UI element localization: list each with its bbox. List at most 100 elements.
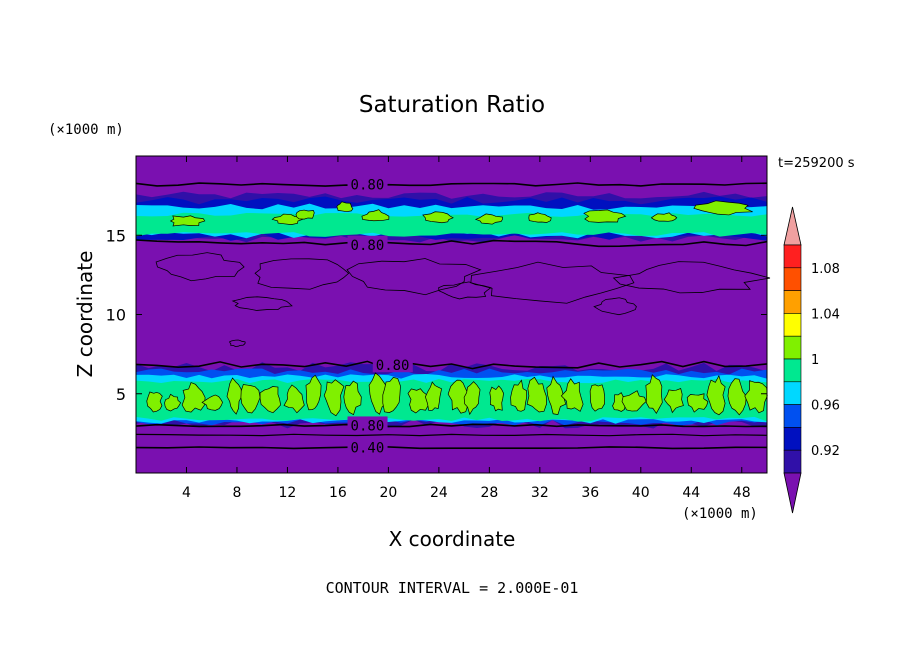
upper-cloud-blob (583, 209, 627, 223)
colorbar-swatch (783, 244, 802, 269)
contour-interval-footer: CONTOUR INTERVAL = 2.000E-01 (326, 579, 579, 597)
lower-cloud-blob (589, 384, 606, 412)
lower-cloud-blob (686, 393, 709, 413)
contour-label: 0.80 (351, 178, 385, 194)
x-tick-label: 12 (279, 485, 297, 501)
contour-loop (346, 258, 482, 296)
colorbar-swatch (783, 267, 802, 291)
colorbar-tick-label: 1 (811, 353, 819, 368)
x-axis-ticks: 4 8 12 16 20 24 28 32 36 40 44 48 (182, 156, 751, 501)
colorbar-tick-label: 1.04 (811, 307, 840, 322)
colorbar-tick-label: 1.08 (811, 262, 840, 277)
lower-cloud-blob (447, 379, 469, 414)
lower-cloud-blob (463, 381, 481, 416)
lower-cloud-blob (368, 372, 387, 415)
lower-cloud-blob (323, 379, 345, 417)
lower-cloud-blob (645, 374, 663, 415)
upper-cloud-blob (295, 209, 315, 220)
colorbar-swatch (783, 381, 802, 405)
upper-cloud-blob (169, 215, 206, 227)
contour-label-bg (347, 416, 388, 433)
contour-line (135, 423, 768, 428)
colorbar-swatch (783, 404, 802, 428)
contour-loop (593, 297, 637, 316)
contour-label: 0.80 (376, 358, 410, 374)
x-units-label: (×1000 m) (682, 506, 758, 522)
colorbar-swatch (783, 427, 802, 451)
lower-cloud-blob (489, 385, 504, 412)
lower-cloud-blob (305, 374, 322, 411)
colorbar-swatch (783, 313, 802, 337)
chart-title: Saturation Ratio (359, 92, 545, 118)
lower-cloud-blob (259, 386, 282, 414)
lower-cloud-blob (164, 393, 182, 412)
contour-line (135, 446, 768, 450)
lower-cloud-blob (283, 384, 305, 414)
x-tick-label: 8 (232, 485, 241, 501)
lower-cloud-blob (146, 391, 163, 413)
upper-cloud-blob (422, 211, 454, 224)
colorbar-tick-label: 0.92 (811, 444, 840, 459)
contour-line (135, 239, 768, 248)
contour-line (135, 433, 768, 437)
upper-cloud-blob (474, 213, 503, 225)
colorbar-swatch (783, 449, 802, 474)
upper-cloud-blob (271, 213, 303, 225)
y-tick-label: 15 (106, 226, 126, 245)
colorbar-swatch (783, 358, 802, 383)
upper-cloud-blob (693, 200, 753, 216)
contour-label-bg (372, 356, 413, 373)
contour-loop (612, 261, 771, 294)
contour-loop (254, 258, 350, 290)
x-tick-label: 48 (733, 485, 751, 501)
x-axis-label: X coordinate (389, 527, 516, 551)
y-tick-label: 5 (116, 385, 126, 404)
y-units-label: (×1000 m) (48, 122, 124, 138)
colorbar-tick-label: 0.96 (811, 399, 840, 414)
colorbar-swatch (783, 335, 802, 360)
x-tick-label: 4 (182, 485, 191, 501)
lower-cloud-blob (407, 388, 429, 414)
lower-cloud-blob (526, 376, 547, 413)
plot-area: 0.80 0.80 0.80 0.80 0.40 (135, 155, 771, 474)
lower-cloud-blob (621, 390, 647, 412)
contour-label: 0.80 (351, 238, 385, 254)
upper-cloud-blob (336, 201, 354, 213)
upper-cloud-blob (650, 212, 678, 222)
x-tick-label: 44 (682, 485, 700, 501)
lower-cloud-blob (510, 379, 528, 412)
x-tick-label: 32 (531, 485, 549, 501)
contour-label-bg (347, 235, 388, 252)
x-tick-label: 28 (480, 485, 498, 501)
upper-cloud-blob (361, 209, 390, 222)
lower-cloud-blob (727, 378, 747, 416)
lower-cloud-blob (343, 380, 362, 416)
contour-loop (155, 252, 245, 282)
lower-cloud-blob (226, 377, 243, 415)
lower-cloud-blob (181, 382, 206, 413)
lower-cloud-blob (201, 394, 223, 411)
y-axis-label: Z coordinate (73, 251, 97, 378)
time-label: t=259200 s (778, 156, 855, 171)
lower-cloud-blob (382, 376, 401, 413)
contour-label-bg (347, 175, 388, 192)
x-tick-label: 20 (379, 485, 397, 501)
contour-line (135, 360, 768, 370)
contour-label: 0.80 (351, 418, 385, 434)
lower-cloud-blob (663, 388, 684, 414)
x-tick-label: 24 (430, 485, 448, 501)
colorbar-top-triangle (783, 206, 802, 246)
contour-lines (135, 182, 771, 450)
contour-loop (228, 339, 246, 348)
contour-line (135, 182, 768, 187)
lower-cloud-blob (424, 381, 442, 411)
lower-cloud-blob (546, 375, 567, 416)
lower-cloud-blob (240, 384, 261, 414)
x-tick-label: 36 (581, 485, 599, 501)
colorbar-swatch (783, 290, 802, 314)
contour-loop (231, 296, 293, 311)
upper-cloud-blob (528, 212, 552, 223)
y-tick-label: 10 (106, 306, 126, 325)
contour-loop (438, 281, 492, 300)
